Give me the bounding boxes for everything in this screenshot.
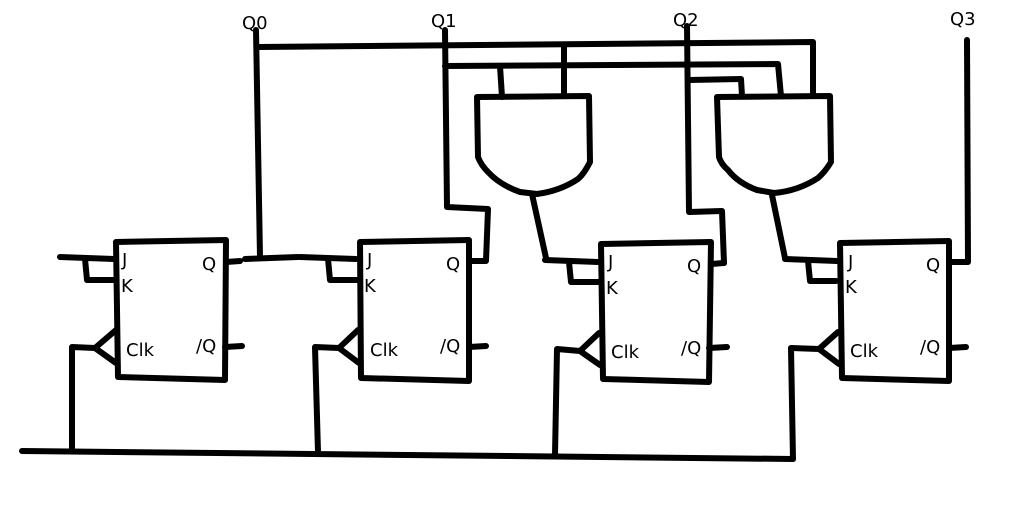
q3-output-wire (946, 37, 971, 265)
q0-bus-wire (255, 39, 816, 98)
jk-flip-flop-2: J K Clk Q /Q (577, 239, 714, 385)
flip-flop-0-k-label: K (121, 276, 134, 297)
and-gate-1 (474, 93, 593, 197)
ff1-qbar-stub (466, 343, 489, 350)
ff0-qbar-stub (222, 343, 245, 350)
flip-flop-1-body (357, 237, 472, 384)
clock-bus (19, 344, 822, 462)
gate1-output-wire (529, 191, 549, 261)
flip-flop-3-clock-triangle (816, 329, 842, 367)
q1-bus-wire (442, 61, 784, 99)
top-bus-wires (255, 39, 816, 100)
q1-output-wire (442, 27, 491, 264)
clock-ff1-wire (312, 344, 342, 455)
ff3-jk-input-wire (782, 256, 840, 284)
flip-flop-2-clock-triangle (577, 330, 603, 368)
q3-output-label: Q3 (950, 9, 976, 30)
flip-flop-3-q-label: Q (926, 255, 940, 276)
clock-ff2-wire (552, 346, 583, 458)
flip-flop-1-j-label: J (366, 250, 372, 271)
ff0-jk-input-wire (57, 254, 117, 283)
flip-flop-1-clock-triangle (336, 327, 362, 366)
flip-flop-2-clk-label: Clk (611, 342, 640, 363)
flip-flop-2-j-label: J (607, 252, 613, 273)
flip-flop-2-body (598, 239, 714, 385)
flip-flop-3-clk-label: Clk (850, 341, 879, 362)
q2-output-label: Q2 (673, 10, 699, 31)
flip-flop-1-clk-label: Clk (370, 340, 399, 361)
flip-flop-2-k-label: K (606, 278, 619, 299)
q1-output-label: Q1 (431, 11, 457, 32)
flip-flop-0-j-label: J (121, 250, 127, 271)
flip-flop-0-clk-label: Clk (126, 340, 155, 361)
ff1-jk-input-wire (297, 254, 360, 283)
flip-flop-2-q-label: Q (687, 256, 701, 277)
q2-output-wire (684, 23, 727, 266)
clock-ff0-wire (69, 344, 98, 454)
flip-flop-0-q-label: Q (202, 254, 216, 275)
clock-ff3-wire (788, 345, 822, 462)
jk-flip-flop-3: J K Clk Q /Q (816, 238, 952, 384)
flip-flop-1-k-label: K (364, 276, 377, 297)
ff3-qbar-stub (946, 344, 969, 351)
flip-flop-0-qbar-label: /Q (196, 336, 216, 357)
ff0-q-stub (223, 258, 243, 265)
jk-input-wires (57, 254, 840, 285)
flip-flop-1-q-label: Q (446, 254, 460, 275)
clock-main-line (19, 448, 796, 462)
and-gate-2 (714, 93, 834, 196)
ff2-qbar-stub (706, 344, 730, 351)
flip-flop-0-clock-triangle (92, 327, 119, 366)
jk-flip-flop-1: J K Clk Q /Q (336, 237, 472, 384)
flip-flop-3-qbar-label: /Q (920, 337, 940, 358)
flip-flop-3-k-label: K (845, 277, 858, 298)
gate1-q1-input-wire (497, 63, 505, 100)
flip-flop-1-qbar-label: /Q (440, 336, 460, 357)
q0-output-label: Q0 (242, 13, 268, 34)
flip-flop-2-qbar-label: /Q (681, 338, 701, 359)
flip-flop-3-body (837, 238, 952, 384)
ff2-jk-input-wire (542, 257, 601, 285)
gate2-output-wire (769, 192, 788, 261)
gate2-q2-input-wire (686, 76, 745, 99)
q-feedback-wires (242, 23, 971, 266)
q0-output-wire (242, 27, 301, 262)
flip-flop-3-j-label: J (847, 252, 853, 273)
